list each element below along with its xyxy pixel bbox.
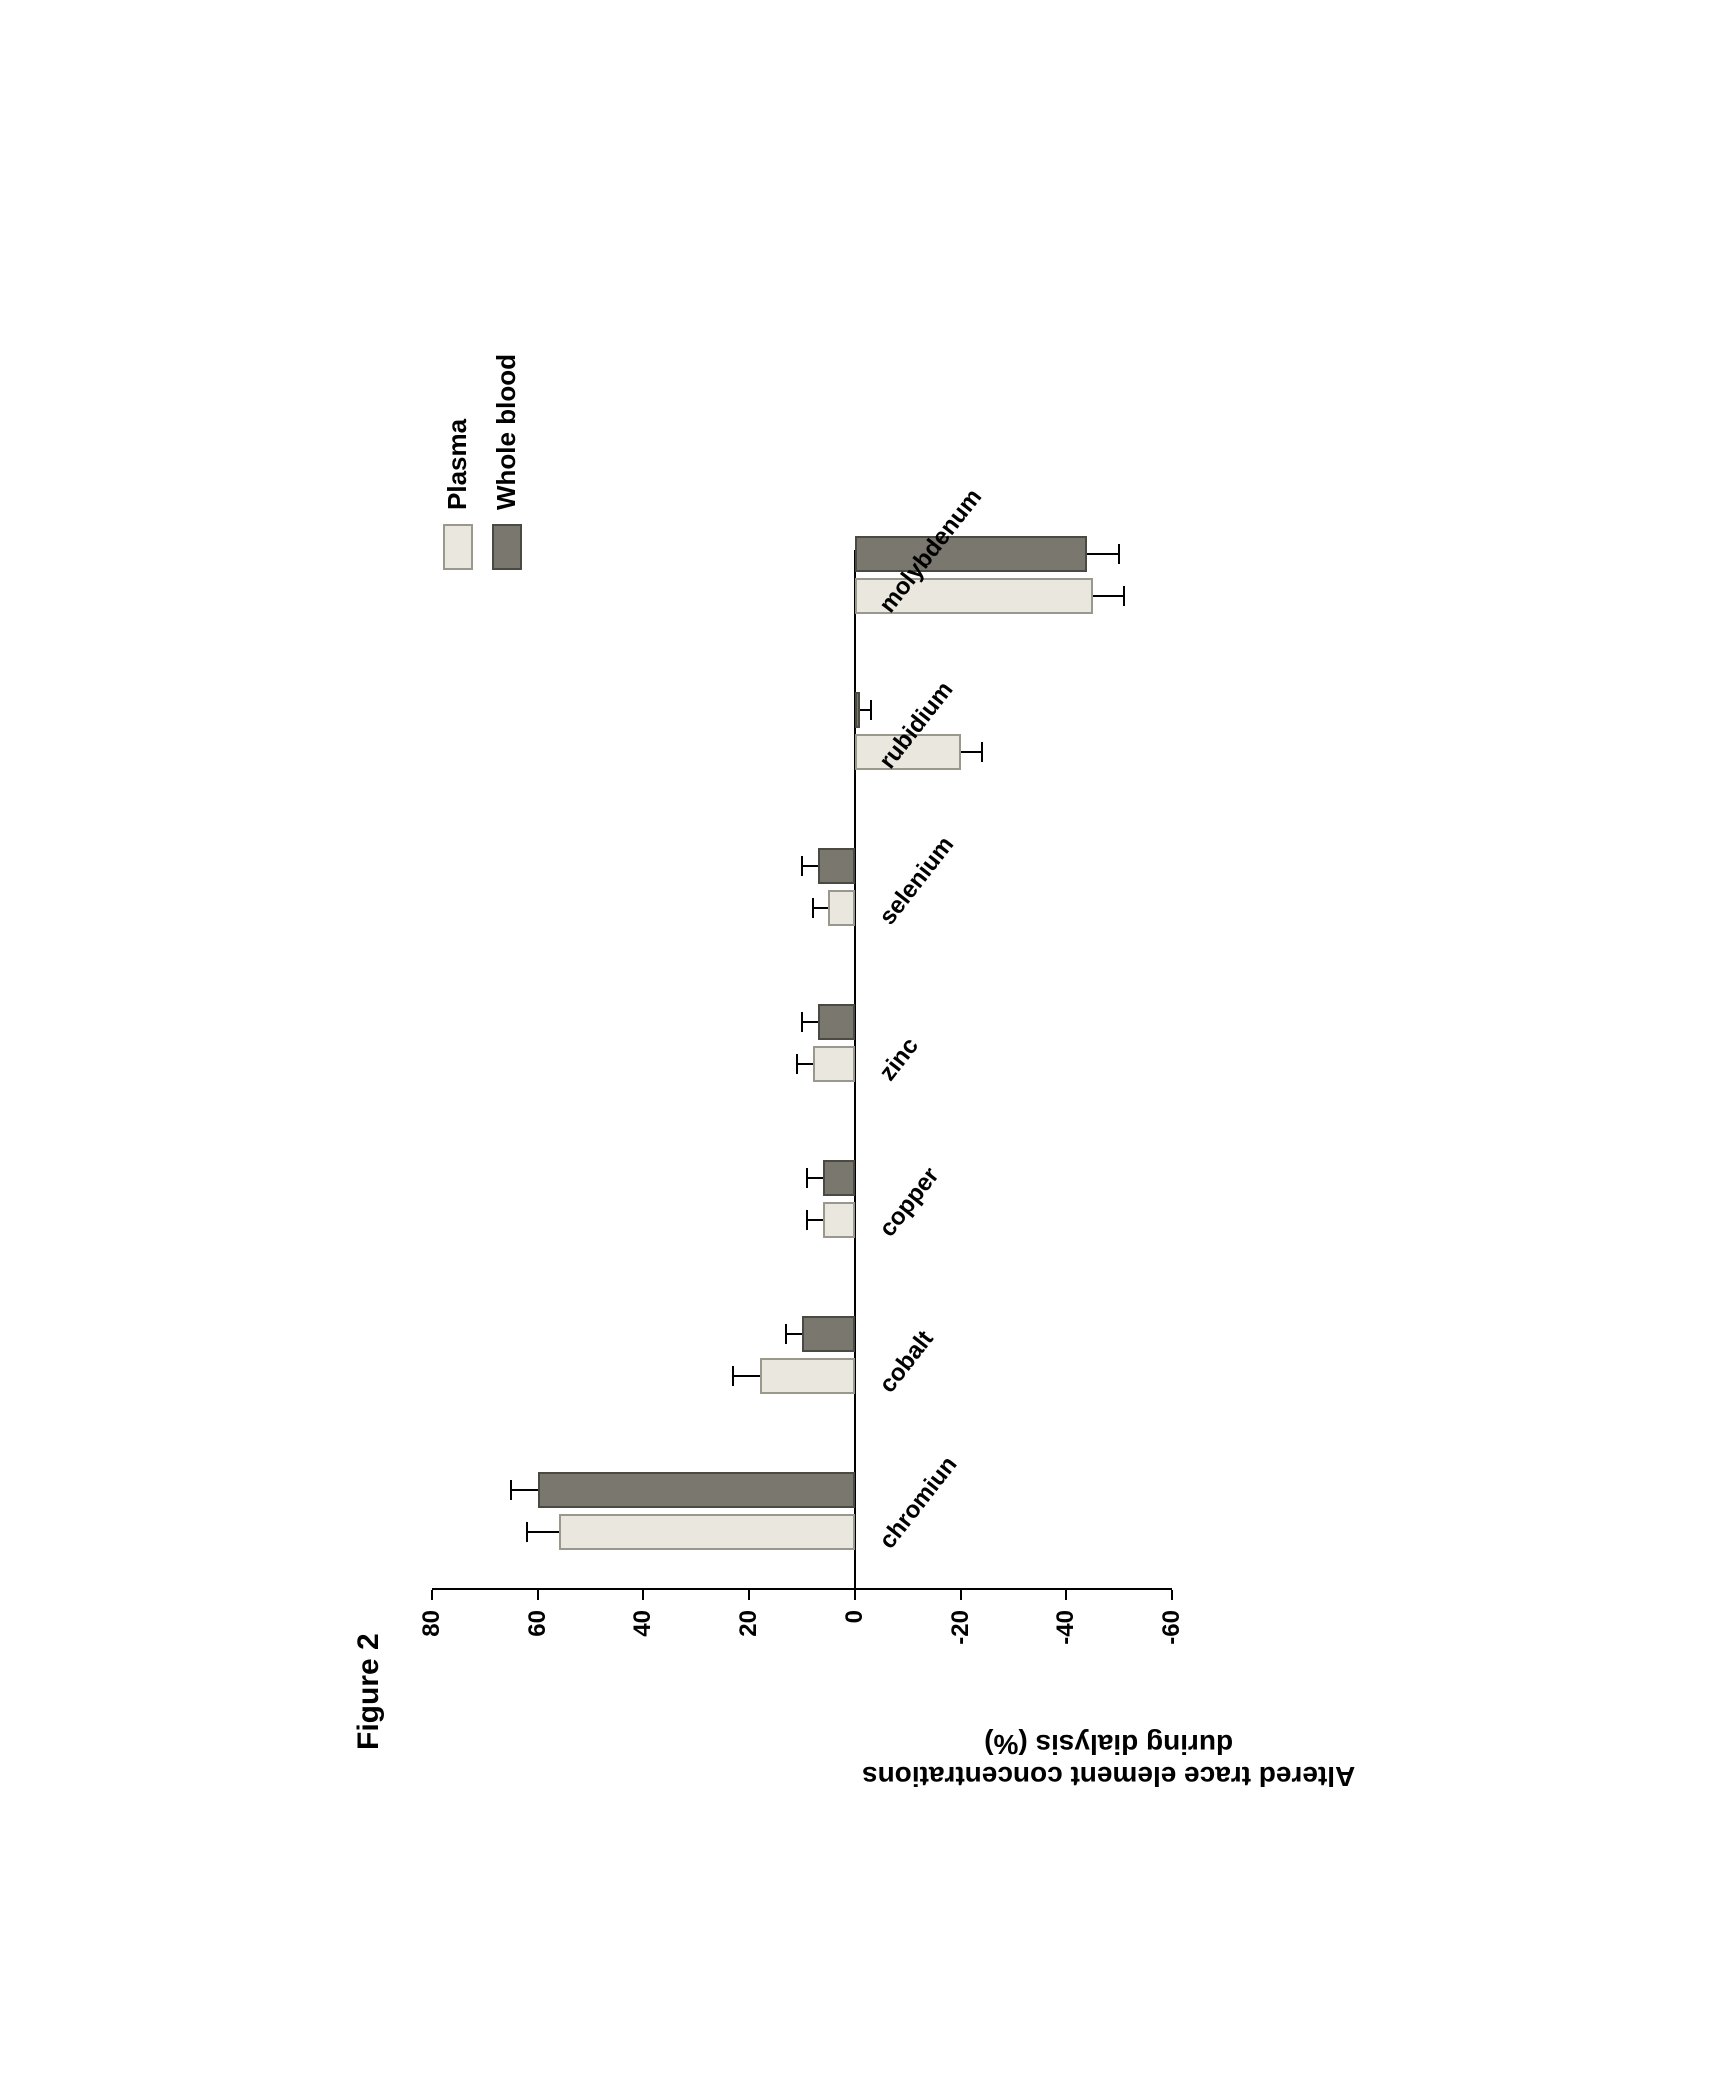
y-tick bbox=[1171, 1590, 1173, 1600]
category-label: zinc bbox=[874, 1032, 925, 1086]
y-tick-label: -40 bbox=[1052, 1610, 1080, 1645]
error-bar-cap bbox=[785, 1324, 787, 1344]
y-tick bbox=[960, 1590, 962, 1600]
error-bar bbox=[797, 1063, 813, 1065]
bar bbox=[760, 1358, 855, 1394]
error-bar-cap bbox=[981, 742, 983, 762]
bar bbox=[538, 1472, 855, 1508]
category-label: chromiun bbox=[874, 1451, 963, 1554]
y-tick-label: 60 bbox=[524, 1610, 552, 1637]
rotated-chart-stage: Figure 2 Altered trace element concentra… bbox=[352, 350, 1372, 1750]
category-label: selenium bbox=[874, 831, 960, 930]
error-bar bbox=[807, 1219, 823, 1221]
y-tick-label: -20 bbox=[947, 1610, 975, 1645]
figure-label: Figure 2 bbox=[352, 1633, 386, 1750]
bar bbox=[823, 1160, 855, 1196]
legend-label-whole-blood: Whole blood bbox=[491, 354, 522, 510]
y-tick bbox=[1065, 1590, 1067, 1600]
y-tick-label: 0 bbox=[841, 1610, 869, 1623]
y-tick bbox=[537, 1590, 539, 1600]
category-label: copper bbox=[874, 1162, 945, 1242]
legend-item-plasma: Plasma bbox=[442, 310, 473, 570]
y-tick-label: 80 bbox=[418, 1610, 446, 1637]
category-label: cobalt bbox=[874, 1325, 940, 1398]
error-bar bbox=[1093, 595, 1125, 597]
y-tick bbox=[748, 1590, 750, 1600]
error-bar-cap bbox=[806, 1168, 808, 1188]
error-bar bbox=[802, 1021, 818, 1023]
legend: Plasma Whole blood bbox=[442, 310, 540, 570]
error-bar-cap bbox=[732, 1366, 734, 1386]
error-bar bbox=[786, 1333, 802, 1335]
error-bar-cap bbox=[801, 1012, 803, 1032]
error-bar bbox=[813, 907, 829, 909]
error-bar bbox=[961, 751, 982, 753]
y-tick bbox=[431, 1590, 433, 1600]
error-bar-cap bbox=[801, 856, 803, 876]
error-bar bbox=[511, 1489, 537, 1491]
bar bbox=[828, 890, 854, 926]
y-axis-title-line2: during dialysis (%) bbox=[862, 1728, 1355, 1760]
error-bar bbox=[1087, 553, 1119, 555]
error-bar bbox=[527, 1531, 559, 1533]
error-bar bbox=[807, 1177, 823, 1179]
error-bar-cap bbox=[510, 1480, 512, 1500]
bar bbox=[855, 536, 1088, 572]
bar bbox=[559, 1514, 855, 1550]
error-bar-cap bbox=[1118, 544, 1120, 564]
bar bbox=[802, 1316, 855, 1352]
legend-item-whole-blood: Whole blood bbox=[491, 310, 522, 570]
y-tick-label: -60 bbox=[1158, 1610, 1186, 1645]
y-axis-line bbox=[432, 1588, 1172, 1590]
error-bar-cap bbox=[1123, 586, 1125, 606]
legend-swatch-plasma bbox=[443, 524, 473, 570]
error-bar bbox=[733, 1375, 759, 1377]
bar bbox=[818, 848, 855, 884]
error-bar-cap bbox=[806, 1210, 808, 1230]
error-bar-cap bbox=[812, 898, 814, 918]
error-bar-cap bbox=[796, 1054, 798, 1074]
y-tick-label: 40 bbox=[629, 1610, 657, 1637]
error-bar bbox=[802, 865, 818, 867]
plot-area: -60-40-20020406080chromiuncobaltcopperzi… bbox=[432, 550, 1172, 1590]
error-bar-cap bbox=[870, 700, 872, 720]
bar bbox=[813, 1046, 855, 1082]
legend-label-plasma: Plasma bbox=[442, 418, 473, 509]
bar bbox=[818, 1004, 855, 1040]
page: Figure 2 Altered trace element concentra… bbox=[0, 0, 1724, 2099]
error-bar-cap bbox=[526, 1522, 528, 1542]
y-tick bbox=[854, 1590, 856, 1600]
chart-frame: Figure 2 Altered trace element concentra… bbox=[352, 350, 1372, 1750]
y-tick-label: 20 bbox=[735, 1610, 763, 1637]
y-axis-title-line1: Altered trace element concentrations bbox=[862, 1761, 1355, 1792]
bar bbox=[823, 1202, 855, 1238]
y-tick bbox=[642, 1590, 644, 1600]
y-axis-title: Altered trace element concentrations dur… bbox=[862, 1728, 1355, 1792]
legend-swatch-whole-blood bbox=[492, 524, 522, 570]
